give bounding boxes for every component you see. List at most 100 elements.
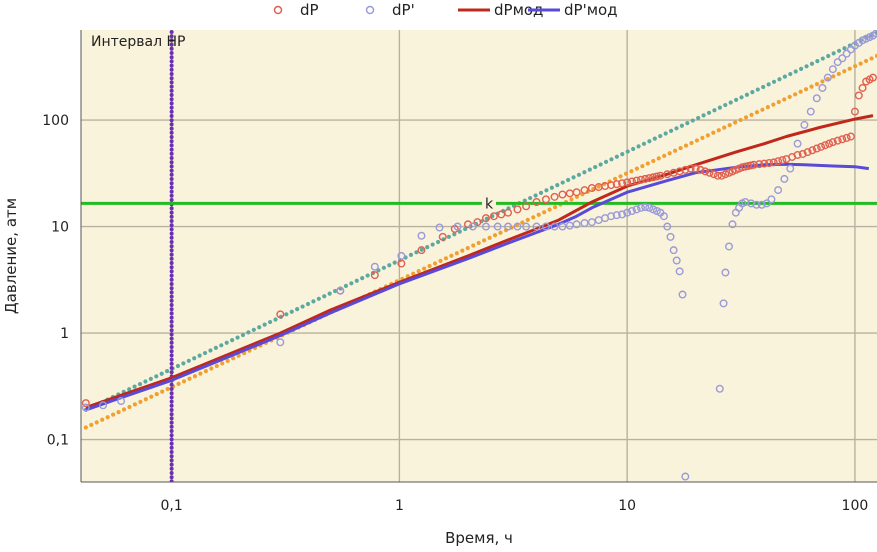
interval-vline-dot xyxy=(169,93,174,97)
interval-vline-dot xyxy=(169,172,174,177)
reference-dot xyxy=(603,159,609,164)
reference-dot xyxy=(743,115,749,120)
data-point xyxy=(587,218,596,227)
interval-vline-dot xyxy=(169,219,174,223)
data-point xyxy=(821,141,830,150)
k-label: k xyxy=(485,196,494,212)
interval-vline-dot xyxy=(169,206,174,211)
reference-dot xyxy=(803,87,809,92)
reference-dot xyxy=(381,265,386,270)
data-point xyxy=(749,160,758,169)
reference-dot xyxy=(765,105,770,110)
interval-vline-dot xyxy=(169,67,174,72)
reference-dot xyxy=(711,130,716,135)
interval-vline-dot xyxy=(169,156,174,160)
k-label-bg xyxy=(481,194,496,212)
data-point xyxy=(627,177,636,186)
data-point xyxy=(780,174,789,183)
data-point xyxy=(645,174,654,183)
interval-vline-dot xyxy=(169,244,174,249)
reference-dot xyxy=(89,422,94,428)
legend: dP dP' dPмод dP'мод xyxy=(273,1,618,19)
interval-vline-dot xyxy=(169,160,174,165)
interval-vline-dot xyxy=(169,307,174,312)
x-tick-label: 1 xyxy=(395,498,404,514)
data-point xyxy=(659,212,668,221)
interval-vline-dot xyxy=(169,34,174,39)
data-point xyxy=(825,139,834,148)
reference-dot xyxy=(782,74,787,79)
reference-dot xyxy=(536,212,541,217)
reference-dot xyxy=(435,239,441,245)
data-point xyxy=(468,222,477,231)
data-point xyxy=(828,65,837,74)
interval-vline-dot xyxy=(169,88,174,93)
data-point xyxy=(675,267,684,276)
reference-dot xyxy=(154,392,159,397)
reference-dot xyxy=(667,151,672,156)
data-point xyxy=(769,158,778,167)
reference-dot xyxy=(842,46,847,51)
data-point xyxy=(757,200,766,209)
reference-dot xyxy=(766,82,771,87)
data-point xyxy=(607,181,616,190)
data-point xyxy=(532,222,541,231)
reference-dot xyxy=(148,376,153,382)
reference-dot xyxy=(538,190,544,195)
reference-dot xyxy=(689,140,694,146)
reference-dot xyxy=(809,84,814,89)
data-point xyxy=(833,136,842,145)
data-point xyxy=(672,256,681,265)
reference-dot xyxy=(192,374,198,379)
reference-dot xyxy=(449,253,454,258)
reference-dot xyxy=(208,348,213,353)
reference-dot xyxy=(408,252,414,258)
data-point xyxy=(774,186,783,195)
data-point xyxy=(453,222,462,231)
reference-dot xyxy=(425,245,430,250)
x-tick-label: 0,1 xyxy=(161,498,183,514)
y-tick-label: 1 xyxy=(60,326,69,342)
reference-dot xyxy=(365,273,370,278)
legend-label: dP'мод xyxy=(564,1,618,19)
data-point xyxy=(417,246,426,255)
interval-vline-dot xyxy=(169,101,174,106)
interval-vline-dot xyxy=(169,475,174,480)
data-point xyxy=(678,290,687,299)
reference-dot xyxy=(322,294,327,299)
data-point xyxy=(504,222,513,231)
reference-dot xyxy=(799,66,804,71)
reference-dot xyxy=(656,156,661,161)
reference-dot xyxy=(787,94,792,99)
interval-vline-dot xyxy=(169,370,174,375)
data-point xyxy=(504,208,513,217)
reference-dot xyxy=(273,317,278,322)
data-point xyxy=(618,210,627,219)
interval-vline-dot xyxy=(169,340,174,345)
reference-dot xyxy=(160,389,165,394)
data-point xyxy=(812,144,821,153)
data-point xyxy=(666,232,675,241)
interval-vline-dot xyxy=(169,76,174,81)
reference-dot xyxy=(498,230,503,235)
legend-item: dP xyxy=(273,1,319,19)
reference-dot xyxy=(121,407,127,412)
interval-vline-dot xyxy=(169,399,174,404)
data-point xyxy=(641,203,650,212)
reference-dot xyxy=(552,204,558,210)
reference-dot xyxy=(645,161,650,166)
data-point xyxy=(81,399,90,408)
data-point xyxy=(760,159,769,168)
reference-dot xyxy=(476,240,481,246)
interval-vline-dot xyxy=(169,46,174,51)
interval-vline-dot xyxy=(169,214,174,219)
reference-dot xyxy=(349,281,354,286)
interval-vline-dot xyxy=(169,261,174,265)
data-point xyxy=(717,171,726,180)
reference-dot xyxy=(224,340,229,345)
reference-dot xyxy=(798,89,803,94)
y-tick-label: 10 xyxy=(51,220,69,236)
data-point xyxy=(812,94,821,103)
